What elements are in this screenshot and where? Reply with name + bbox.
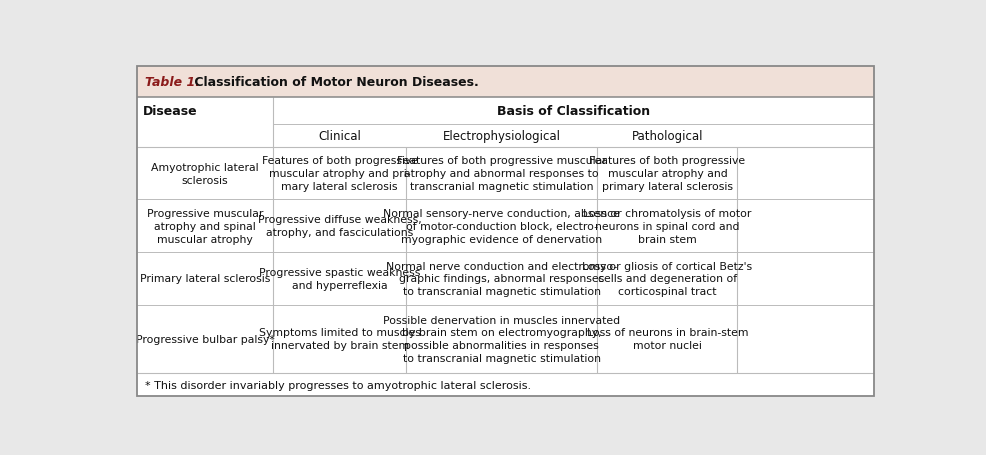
Text: Amyotrophic lateral
sclerosis: Amyotrophic lateral sclerosis — [151, 162, 259, 185]
Text: Normal sensory-nerve conduction, absence
of motor-conduction block, electro-
myo: Normal sensory-nerve conduction, absence… — [384, 208, 620, 244]
Text: Progressive muscular
atrophy and spinal
muscular atrophy: Progressive muscular atrophy and spinal … — [147, 208, 263, 244]
Text: Features of both progressive
muscular atrophy and pri-
mary lateral sclerosis: Features of both progressive muscular at… — [261, 156, 418, 192]
Text: Loss or chromatolysis of motor
neurons in spinal cord and
brain stem: Loss or chromatolysis of motor neurons i… — [583, 208, 751, 244]
Text: * This disorder invariably progresses to amyotrophic lateral sclerosis.: * This disorder invariably progresses to… — [145, 379, 530, 389]
Text: Possible denervation in muscles innervated
by brain stem on electromyography,
po: Possible denervation in muscles innervat… — [384, 315, 620, 363]
Bar — [137, 67, 874, 98]
Text: Normal nerve conduction and electromyo-
graphic findings, abnormal responses
to : Normal nerve conduction and electromyo- … — [386, 261, 617, 297]
Text: Basis of Classification: Basis of Classification — [497, 105, 650, 118]
Text: Electrophysiological: Electrophysiological — [443, 130, 561, 143]
Text: Features of both progressive muscular
atrophy and abnormal responses to
transcra: Features of both progressive muscular at… — [396, 156, 606, 192]
Bar — [137, 98, 874, 396]
Text: Progressive spastic weakness
and hyperreflexia: Progressive spastic weakness and hyperre… — [259, 268, 420, 290]
Text: Table 1.: Table 1. — [145, 76, 199, 89]
Text: Clinical: Clinical — [318, 130, 361, 143]
Text: Features of both progressive
muscular atrophy and
primary lateral sclerosis: Features of both progressive muscular at… — [590, 156, 745, 192]
Text: Loss of neurons in brain-stem
motor nuclei: Loss of neurons in brain-stem motor nucl… — [587, 328, 748, 350]
Text: Classification of Motor Neuron Diseases.: Classification of Motor Neuron Diseases. — [190, 76, 479, 89]
Text: Disease: Disease — [143, 105, 198, 118]
Text: Progressive diffuse weakness,
atrophy, and fasciculations: Progressive diffuse weakness, atrophy, a… — [257, 215, 421, 238]
Text: Primary lateral sclerosis: Primary lateral sclerosis — [140, 274, 270, 284]
Text: Symptoms limited to muscles
innervated by brain stem: Symptoms limited to muscles innervated b… — [258, 328, 420, 350]
Text: Pathological: Pathological — [632, 130, 703, 143]
Text: Loss or gliosis of cortical Betz's
cells and degeneration of
corticospinal tract: Loss or gliosis of cortical Betz's cells… — [583, 261, 752, 297]
Text: Progressive bulbar palsy*: Progressive bulbar palsy* — [136, 334, 274, 344]
